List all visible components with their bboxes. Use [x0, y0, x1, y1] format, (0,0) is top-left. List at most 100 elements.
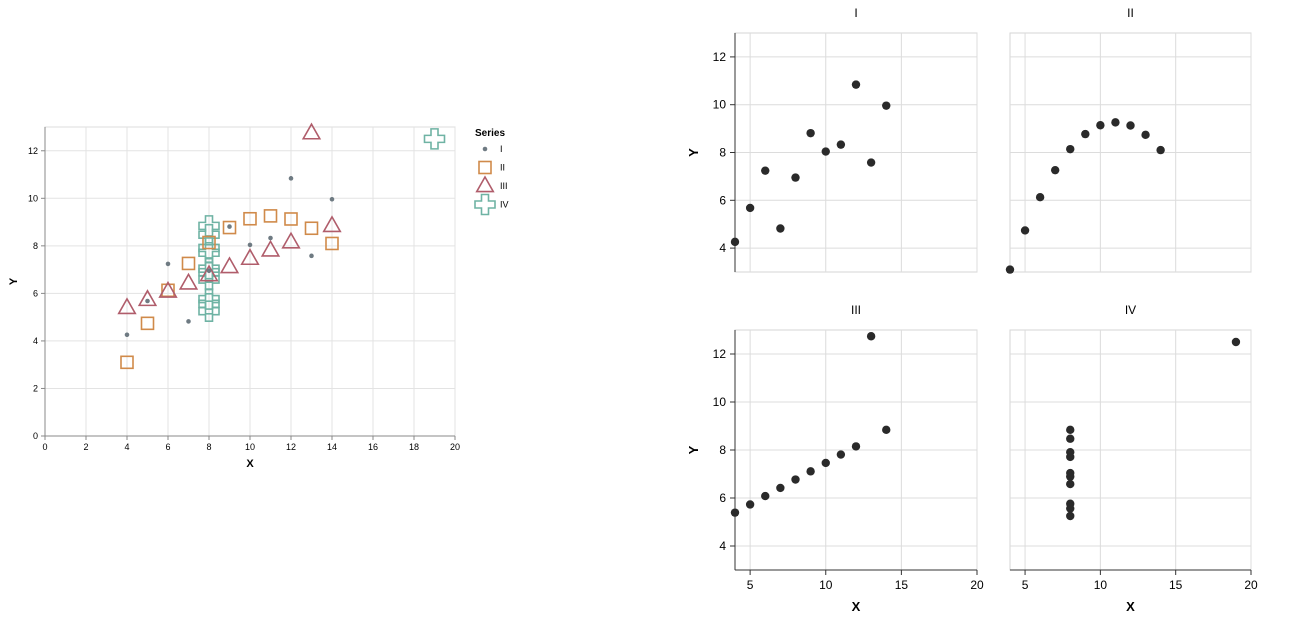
data-point — [776, 483, 785, 493]
x-tick-label: 10 — [1094, 578, 1108, 592]
facet-title: IV — [1125, 303, 1136, 317]
data-point — [1050, 165, 1060, 175]
point-series-II — [325, 236, 339, 251]
point-series-III — [178, 272, 199, 290]
x-tick-label: 20 — [970, 578, 984, 592]
point-series-I — [186, 319, 191, 324]
x-tick-label: 20 — [450, 442, 460, 452]
point-series-III — [199, 264, 219, 282]
point-series-II — [263, 209, 278, 223]
data-point — [1126, 121, 1135, 130]
point-series-IV — [198, 293, 220, 315]
point-series-II — [202, 235, 216, 250]
data-point — [730, 508, 740, 517]
point-series-IV — [423, 128, 446, 150]
y-tick-label: 4 — [33, 336, 38, 346]
point-series-III — [301, 122, 322, 140]
y-tick-label: 12 — [28, 146, 38, 156]
facet-title: I — [854, 6, 857, 20]
facet-panel-I: 4 6 8 10 12 Y I — [686, 6, 978, 273]
data-point — [1156, 145, 1165, 155]
point-series-IV — [198, 237, 220, 259]
y-tick-label: 12 — [713, 347, 727, 361]
legend-label-III: III — [500, 181, 508, 191]
point-series-II — [222, 220, 237, 235]
data-point — [761, 491, 770, 501]
point-series-I — [247, 242, 253, 248]
facet-panel-IV: 5 10 15 20 X IV — [1009, 303, 1258, 614]
legend-label-II: II — [500, 163, 505, 173]
data-point — [730, 237, 740, 247]
data-point — [806, 467, 815, 476]
data-point — [1066, 434, 1075, 443]
x-tick-label: 5 — [1022, 578, 1029, 592]
point-series-III — [219, 256, 240, 274]
point-series-III — [281, 231, 301, 249]
data-point — [1035, 192, 1045, 202]
point-series-I — [124, 332, 130, 338]
legend-symbol-IV — [474, 193, 496, 216]
y-tick-label: 8 — [719, 146, 726, 160]
y-axis-title: Y — [8, 277, 20, 285]
point-series-II — [181, 256, 196, 271]
point-series-II — [243, 211, 257, 226]
data-point — [1066, 504, 1075, 513]
y-tick-label: 10 — [713, 395, 727, 409]
data-point — [1066, 425, 1075, 435]
y-tick-label: 6 — [719, 491, 726, 505]
series-I — [124, 176, 335, 338]
point-series-III — [322, 215, 342, 233]
y-tick-label: 10 — [28, 193, 38, 203]
point-series-I — [227, 224, 232, 229]
y-tick-label: 12 — [713, 50, 727, 64]
point-series-I — [309, 253, 314, 259]
point-series-I — [145, 298, 150, 304]
point-series-II — [140, 316, 155, 331]
x-tick-label: 12 — [286, 442, 296, 452]
legend-label-IV: IV — [500, 200, 509, 210]
y-tick-label: 2 — [33, 383, 38, 393]
x-tick-label: 8 — [206, 442, 211, 452]
x-tick-label: 15 — [1169, 578, 1183, 592]
legend-symbol-III — [475, 175, 495, 193]
data-point — [836, 140, 846, 149]
data-point — [1020, 226, 1030, 235]
point-series-I — [329, 196, 335, 202]
series-II — [120, 209, 339, 370]
y-tick-label: 0 — [33, 431, 38, 441]
data-point — [776, 224, 785, 233]
legend-symbol-I — [482, 146, 488, 152]
data-point — [882, 101, 891, 110]
x-axis-title: X — [246, 458, 254, 470]
point-series-I — [206, 268, 212, 274]
facet-panel-II: II — [1005, 6, 1252, 274]
x-axis-title: X — [1126, 599, 1135, 614]
point-series-II — [304, 221, 319, 236]
x-tick-label: 6 — [165, 442, 170, 452]
point-series-I — [288, 176, 294, 181]
data-point — [1066, 511, 1075, 521]
point-series-II — [120, 355, 134, 370]
facet-title: II — [1127, 6, 1134, 20]
facet-panel-III: 5 10 15 20 4 6 8 10 12 Y X III — [686, 303, 984, 614]
y-tick-label: 4 — [719, 241, 726, 255]
data-point — [806, 128, 815, 138]
data-point — [745, 500, 755, 509]
series-III — [117, 122, 342, 315]
y-axis-title: Y — [686, 445, 701, 454]
x-tick-label: 5 — [747, 578, 754, 592]
x-tick-label: 16 — [368, 442, 378, 452]
x-tick-label: 0 — [42, 442, 47, 452]
data-point — [1066, 479, 1075, 489]
data-point — [1141, 130, 1150, 140]
data-point — [866, 158, 876, 167]
data-point — [836, 450, 846, 459]
x-tick-label: 4 — [124, 442, 129, 452]
data-point — [882, 425, 891, 435]
x-tick-label: 10 — [819, 578, 833, 592]
point-series-IV — [198, 261, 220, 284]
data-point — [1096, 121, 1105, 130]
data-point — [761, 166, 770, 175]
